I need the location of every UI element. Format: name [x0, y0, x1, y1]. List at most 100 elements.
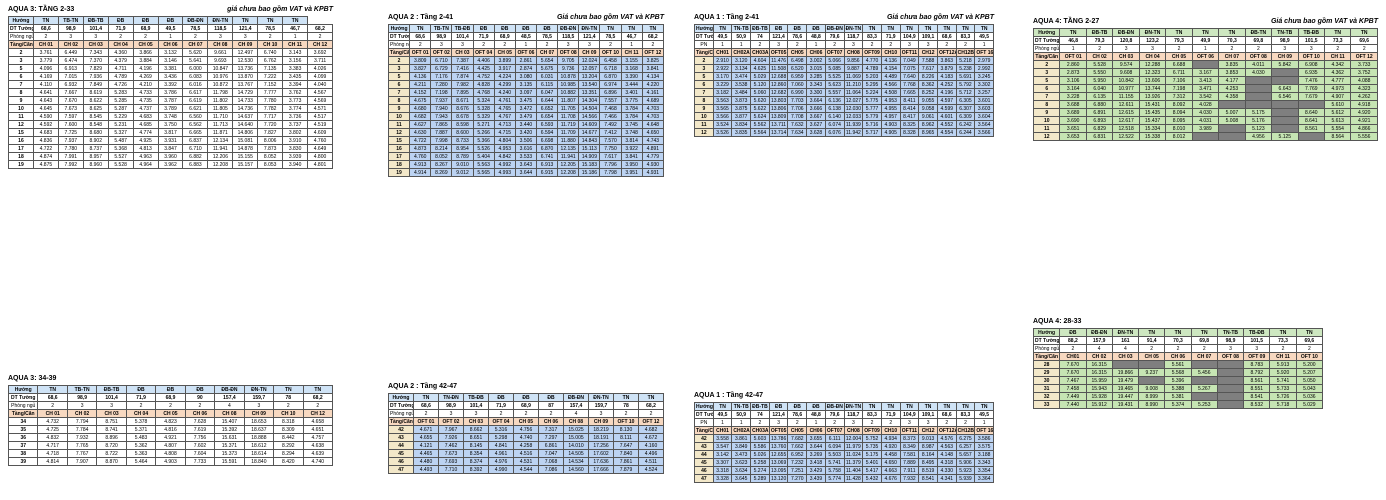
header-cell: TN [1138, 328, 1166, 337]
table-row: 18 4.913 8.267 9.010 5.563 4.992 3.643 6.913 12.… [387, 160, 665, 169]
price-cell: 5.906 [955, 458, 976, 467]
header-cell: ĐB [1059, 328, 1087, 337]
price-cell: 7.343 [82, 48, 109, 57]
price-cell: 3.951 [620, 168, 643, 177]
price-cell: 5.691 [955, 72, 976, 81]
header-cell: 2 [1244, 44, 1273, 53]
price-cell: 8.737 [82, 144, 109, 153]
header-cell: CH02A [731, 426, 752, 435]
price-cell: 4.689 [641, 96, 665, 105]
price-cell: 4.789 [107, 72, 134, 81]
floor-label: 34 [7, 417, 39, 426]
price-cell: 5.557 [824, 88, 845, 97]
price-cell: 4.627 [409, 120, 432, 129]
header-cell: DT Tường [1032, 336, 1061, 345]
price-cell: 12.033 [843, 112, 864, 121]
price-cell: 12.530 [232, 56, 259, 65]
price-cell: 11.708 [557, 112, 580, 121]
header-row-bedrooms: Phòng ngủ 1 2 3 3 2 1 2 2 3 3 2 2 [1032, 44, 1378, 53]
header-cell: 78,5 [182, 24, 209, 33]
price-cell [1271, 100, 1299, 109]
price-cell: 5.613 [1323, 116, 1352, 125]
header-cell: CH12 [918, 426, 938, 435]
price-cell: 15.407 [214, 417, 245, 426]
price-cell: 8.362 [918, 80, 938, 89]
price-cell [1297, 100, 1325, 109]
price-cell: 7.670 [1059, 368, 1087, 377]
price-cell: 3.827 [409, 64, 432, 73]
price-cell: 6.710 [430, 56, 453, 65]
price-cell: 7.602 [184, 441, 216, 450]
header-cell: 2 [155, 401, 186, 410]
header-cell: 2 [638, 409, 664, 418]
price-cell [1218, 100, 1246, 109]
price-cell: 12.004 [843, 434, 864, 443]
floor-label: 37 [7, 441, 39, 450]
price-cell: 4.934 [880, 434, 901, 443]
price-cell: 3.245 [974, 72, 994, 81]
price-cell: 7.725 [57, 128, 84, 137]
header-cell: CH 05 [155, 409, 186, 418]
header-cell: 68,2 [638, 401, 664, 410]
panel-aqua4-main: AQUA 4: TẦNG 2-27 Giá chưa bao gồm VAT và… [1032, 18, 1378, 141]
header-row-area: DT Tường 68,6 98,9 101,4 71,9 68,9 90 157,4 159,… [7, 393, 334, 402]
price-cell: 3.300 [806, 88, 826, 97]
header-cell: TN-TB [731, 24, 752, 33]
header-cell: 159,7 [243, 393, 275, 402]
price-cell: 5.401 [862, 458, 882, 467]
price-cell: 7.750 [599, 144, 622, 153]
price-cell: 13.711 [768, 120, 789, 129]
header-cell: Hướng [1032, 328, 1061, 337]
table-row: 12 3.526 3.835 5.564 13.714 7.634 3.628 6.076 11… [694, 128, 994, 137]
price-cell: 6.031 [535, 72, 559, 81]
price-cell: 7.673 [57, 104, 84, 113]
header-cell: CH 09 [1271, 52, 1299, 61]
header-cell: CH 02 [57, 40, 84, 49]
table-row: 16 4.836 7.937 8.902 5.487 4.925 3.931 6.837 12.… [8, 136, 333, 145]
price-cell: 4.569 [307, 96, 333, 105]
header-cell: 78,6 [787, 410, 808, 419]
price-cell: 8.318 [273, 417, 304, 426]
panel-aqua1-upper: AQUA 1 : Tầng 42-47 Hướng TN TN-TB ĐB-TB ĐB Đ… [694, 392, 994, 483]
header-cell: 2 [535, 40, 559, 49]
price-cell: 3.472 [514, 104, 537, 113]
price-cell: 6.710 [182, 144, 209, 153]
header-cell: ĐB [513, 393, 539, 402]
price-cell: 6.698 [535, 136, 559, 145]
price-cell: 7.768 [899, 80, 920, 89]
header-cell: ĐN-TN [207, 16, 234, 25]
price-cell: 8.870 [96, 457, 127, 466]
price-cell: 3.711 [307, 56, 333, 65]
header-cell: TN [918, 24, 938, 33]
table-row: 36 4.832 7.932 8.896 5.483 4.921 7.756 15.631 18… [7, 433, 334, 442]
price-cell: 4.804 [493, 136, 516, 145]
price-cell: 8.671 [451, 96, 474, 105]
header-cell: 3 [66, 401, 98, 410]
price-cell: 3.475 [514, 96, 537, 105]
panel-title: AQUA 1 : Tầng 2-41 [694, 14, 760, 21]
header-row-direction: Hướng TN TN-TB ĐB-TB ĐB ĐB ĐB ĐB-ĐN ĐN-TN TN TN TN T… [694, 402, 994, 411]
price-cell: 3.789 [157, 104, 184, 113]
header-cell: TN [257, 16, 284, 25]
price-cell: 12.288 [1138, 60, 1167, 69]
price-cell: 5.328 [472, 104, 495, 113]
header-cell: 101,4 [96, 393, 127, 402]
header-cell: TN-TB [1271, 28, 1299, 37]
price-cell: 4.914 [409, 168, 432, 177]
price-cell: 11.476 [768, 56, 789, 65]
header-cell: 87 [538, 401, 564, 410]
price-cell: 7.176 [430, 72, 453, 81]
price-cell: 3.825 [641, 56, 665, 65]
price-cell: 12.497 [232, 48, 259, 57]
floor-label: 11 [1032, 124, 1061, 133]
price-cell: 4.964 [132, 160, 159, 169]
price-cell: 6.959 [787, 72, 808, 81]
price-cell: 7.840 [613, 449, 639, 458]
price-cell: 7.662 [787, 442, 808, 451]
price-cell: 5.792 [955, 80, 976, 89]
header-cell: 79,6 [824, 410, 845, 419]
header-cell: DT Tường [387, 32, 411, 41]
price-cell: 6.870 [599, 72, 622, 81]
header-cell: Tầng/Căn [1032, 52, 1061, 61]
price-cell: 7.784 [66, 425, 98, 434]
